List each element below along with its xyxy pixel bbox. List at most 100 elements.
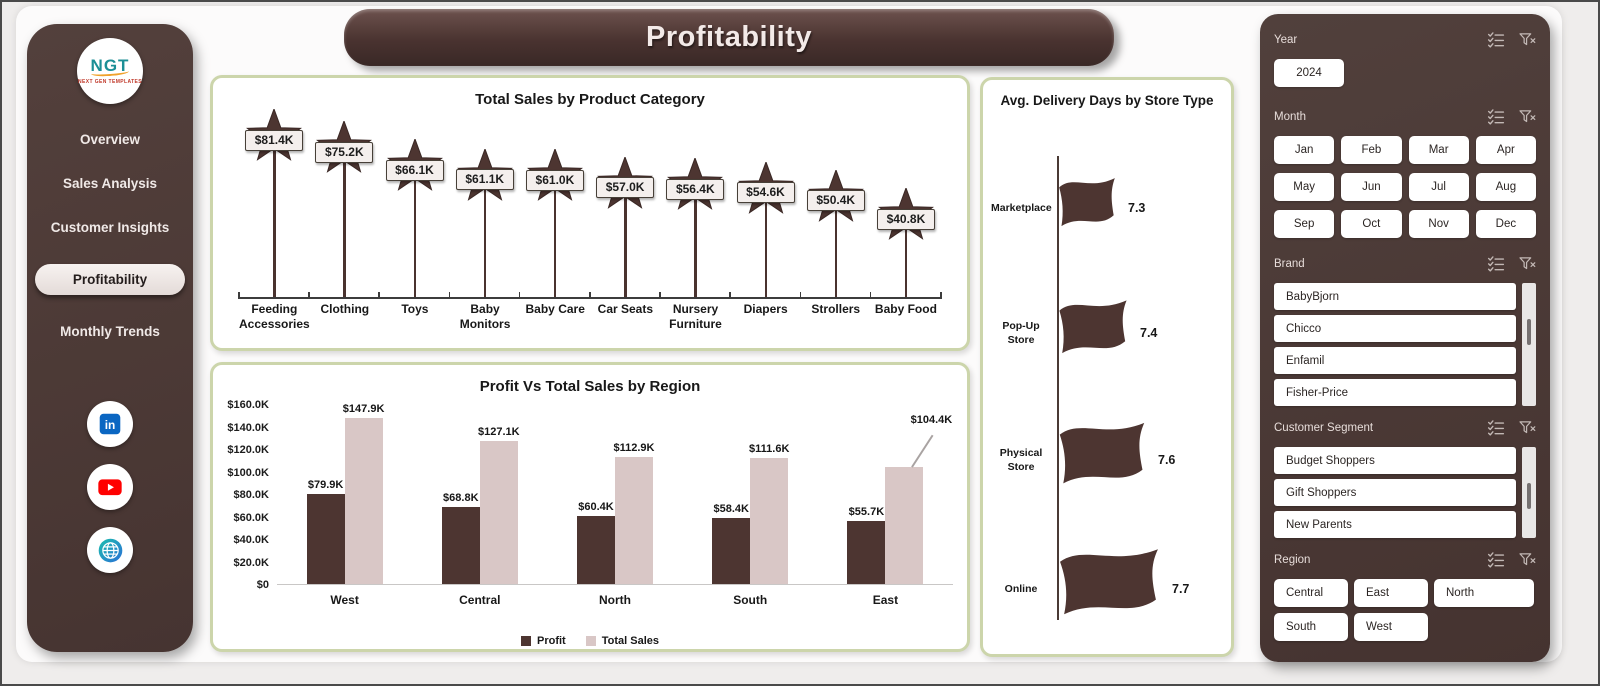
select-all-icon[interactable]	[1487, 419, 1505, 437]
slicer-option-oct[interactable]: Oct	[1341, 210, 1402, 238]
slicer-option-fisher-price[interactable]: Fisher-Price	[1274, 379, 1516, 406]
store-type-label: Pop-Up Store	[1002, 320, 1040, 346]
bar-total-sales[interactable]: $104.4K	[885, 414, 952, 584]
select-all-icon[interactable]	[1487, 255, 1505, 273]
y-tick-label: $40.0K	[233, 534, 269, 546]
chart-title: Avg. Delivery Days by Store Type	[1000, 93, 1214, 108]
marker-stem	[834, 200, 838, 299]
slicer-title: Customer Segment	[1274, 422, 1374, 434]
category-column-baby-care[interactable]: $61.0K	[520, 110, 590, 299]
category-column-strollers[interactable]: $50.4K	[801, 110, 871, 299]
slicer-option-north[interactable]: North	[1434, 579, 1534, 607]
flag-marker[interactable]	[1058, 545, 1160, 634]
bar-profit[interactable]: $79.9K	[306, 479, 345, 584]
delivery-days-value: 7.6	[1158, 453, 1176, 467]
delivery-days-panel: Avg. Delivery Days by Store Type Marketp…	[980, 77, 1234, 657]
sidebar-item-sales-analysis[interactable]: Sales Analysis	[62, 176, 158, 191]
y-tick-label: $80.0K	[233, 489, 269, 501]
slicer-header: Customer Segment	[1274, 418, 1536, 438]
slicer-option-jun[interactable]: Jun	[1341, 173, 1402, 201]
slicer-option-apr[interactable]: Apr	[1475, 136, 1536, 164]
slicer-option-sep[interactable]: Sep	[1274, 210, 1335, 238]
bar-total-sales[interactable]: $127.1K	[478, 426, 520, 584]
category-column-diapers[interactable]: $54.6K	[730, 110, 800, 299]
clear-filter-icon[interactable]	[1518, 419, 1536, 437]
bar-profit[interactable]: $68.8K	[441, 492, 480, 584]
slicer-customer-segment: Customer Segment Budget Shoppers Gift Shop…	[1274, 418, 1536, 538]
slicer-option-aug[interactable]: Aug	[1475, 173, 1536, 201]
slicer-option-dec[interactable]: Dec	[1475, 210, 1536, 238]
select-all-icon[interactable]	[1487, 31, 1505, 49]
bar-value-label: $112.9K	[613, 442, 655, 454]
marker-stem	[553, 180, 557, 299]
slicer-option-jul[interactable]: Jul	[1408, 173, 1469, 201]
slicer-option-mar[interactable]: Mar	[1408, 136, 1469, 164]
select-all-icon[interactable]	[1487, 551, 1505, 569]
value-label: $54.6K	[736, 182, 795, 204]
category-column-baby-monitors[interactable]: $61.1K	[450, 110, 520, 299]
sidebar-item-overview[interactable]: Overview	[79, 132, 141, 147]
slicer-option-budget-shoppers[interactable]: Budget Shoppers	[1274, 447, 1516, 474]
linkedin-button[interactable]: in	[87, 401, 133, 447]
slicer-option-may[interactable]: May	[1274, 173, 1335, 201]
sidebar-item-profitability[interactable]: Profitability	[35, 264, 185, 295]
slicer-option-chicco[interactable]: Chicco	[1274, 315, 1516, 342]
clear-filter-icon[interactable]	[1518, 551, 1536, 569]
category-column-clothing[interactable]: $75.2K	[309, 110, 379, 299]
page-header: Profitability	[344, 9, 1114, 66]
value-label: $75.2K	[315, 141, 374, 163]
slicer-option-babybjorn[interactable]: BabyBjorn	[1274, 283, 1516, 310]
category-column-baby-food[interactable]: $40.8K	[871, 110, 941, 299]
category-label: Car Seats	[597, 302, 654, 316]
scrollbar-thumb[interactable]	[1527, 319, 1531, 345]
bar-profit[interactable]: $55.7K	[847, 506, 886, 584]
slicer-option-south[interactable]: South	[1274, 613, 1348, 641]
bar-total-sales[interactable]: $112.9K	[614, 442, 654, 584]
slicer-option-gift-shoppers[interactable]: Gift Shoppers	[1274, 479, 1516, 506]
slicer-header: Brand	[1274, 254, 1536, 274]
clear-filter-icon[interactable]	[1518, 108, 1536, 126]
value-label: $50.4K	[806, 190, 865, 212]
marker-stem	[483, 179, 487, 299]
slicer-option-2024[interactable]: 2024	[1274, 59, 1344, 87]
bar-group-central: $68.8K $127.1K	[412, 405, 547, 584]
slicer-option-nov[interactable]: Nov	[1408, 210, 1469, 238]
slicer-title: Month	[1274, 111, 1306, 123]
category-column-nursery-furniture[interactable]: $56.4K	[660, 110, 730, 299]
slicer-option-west[interactable]: West	[1354, 613, 1428, 641]
scrollbar-thumb[interactable]	[1527, 483, 1531, 509]
slicer-option-jan[interactable]: Jan	[1274, 136, 1335, 164]
flag-marker[interactable]	[1058, 297, 1128, 370]
category-column-car-seats[interactable]: $57.0K	[590, 110, 660, 299]
bar-profit[interactable]: $60.4K	[577, 501, 615, 584]
website-button[interactable]	[87, 527, 133, 573]
youtube-button[interactable]	[87, 464, 133, 510]
flag-marker[interactable]	[1058, 175, 1116, 242]
bar-value-label: $147.9K	[342, 402, 385, 415]
category-column-toys[interactable]: $66.1K	[379, 110, 449, 299]
bar-total-sales[interactable]: $147.9K	[343, 403, 384, 584]
slicer-options: BabyBjorn Chicco Enfamil Fisher-Price	[1274, 283, 1536, 406]
clear-filter-icon[interactable]	[1518, 255, 1536, 273]
slicer-header-icons	[1487, 108, 1536, 126]
marker-stem	[694, 189, 697, 299]
legend-item-profit[interactable]: Profit	[521, 635, 566, 647]
slicer-option-east[interactable]: East	[1354, 579, 1428, 607]
bar-profit[interactable]: $58.4K	[712, 503, 751, 584]
scrollbar-track[interactable]	[1522, 283, 1536, 406]
slicer-option-central[interactable]: Central	[1274, 579, 1348, 607]
category-column-feeding-accessories[interactable]: $81.4K	[239, 107, 309, 299]
bar-total-sales[interactable]: $111.6K	[749, 443, 789, 584]
sidebar-item-customer-insights[interactable]: Customer Insights	[50, 220, 170, 235]
value-label: $81.4K	[245, 129, 304, 151]
scrollbar-track[interactable]	[1522, 447, 1536, 538]
legend-item-total-sales[interactable]: Total Sales	[585, 635, 659, 647]
category-label: Diapers	[743, 302, 788, 316]
clear-filter-icon[interactable]	[1518, 31, 1536, 49]
slicer-option-enfamil[interactable]: Enfamil	[1274, 347, 1516, 374]
sidebar-item-monthly-trends[interactable]: Monthly Trends	[60, 324, 160, 339]
select-all-icon[interactable]	[1487, 108, 1505, 126]
slicer-option-feb[interactable]: Feb	[1341, 136, 1402, 164]
flag-marker[interactable]	[1058, 419, 1146, 502]
slicer-option-new-parents[interactable]: New Parents	[1274, 511, 1516, 538]
